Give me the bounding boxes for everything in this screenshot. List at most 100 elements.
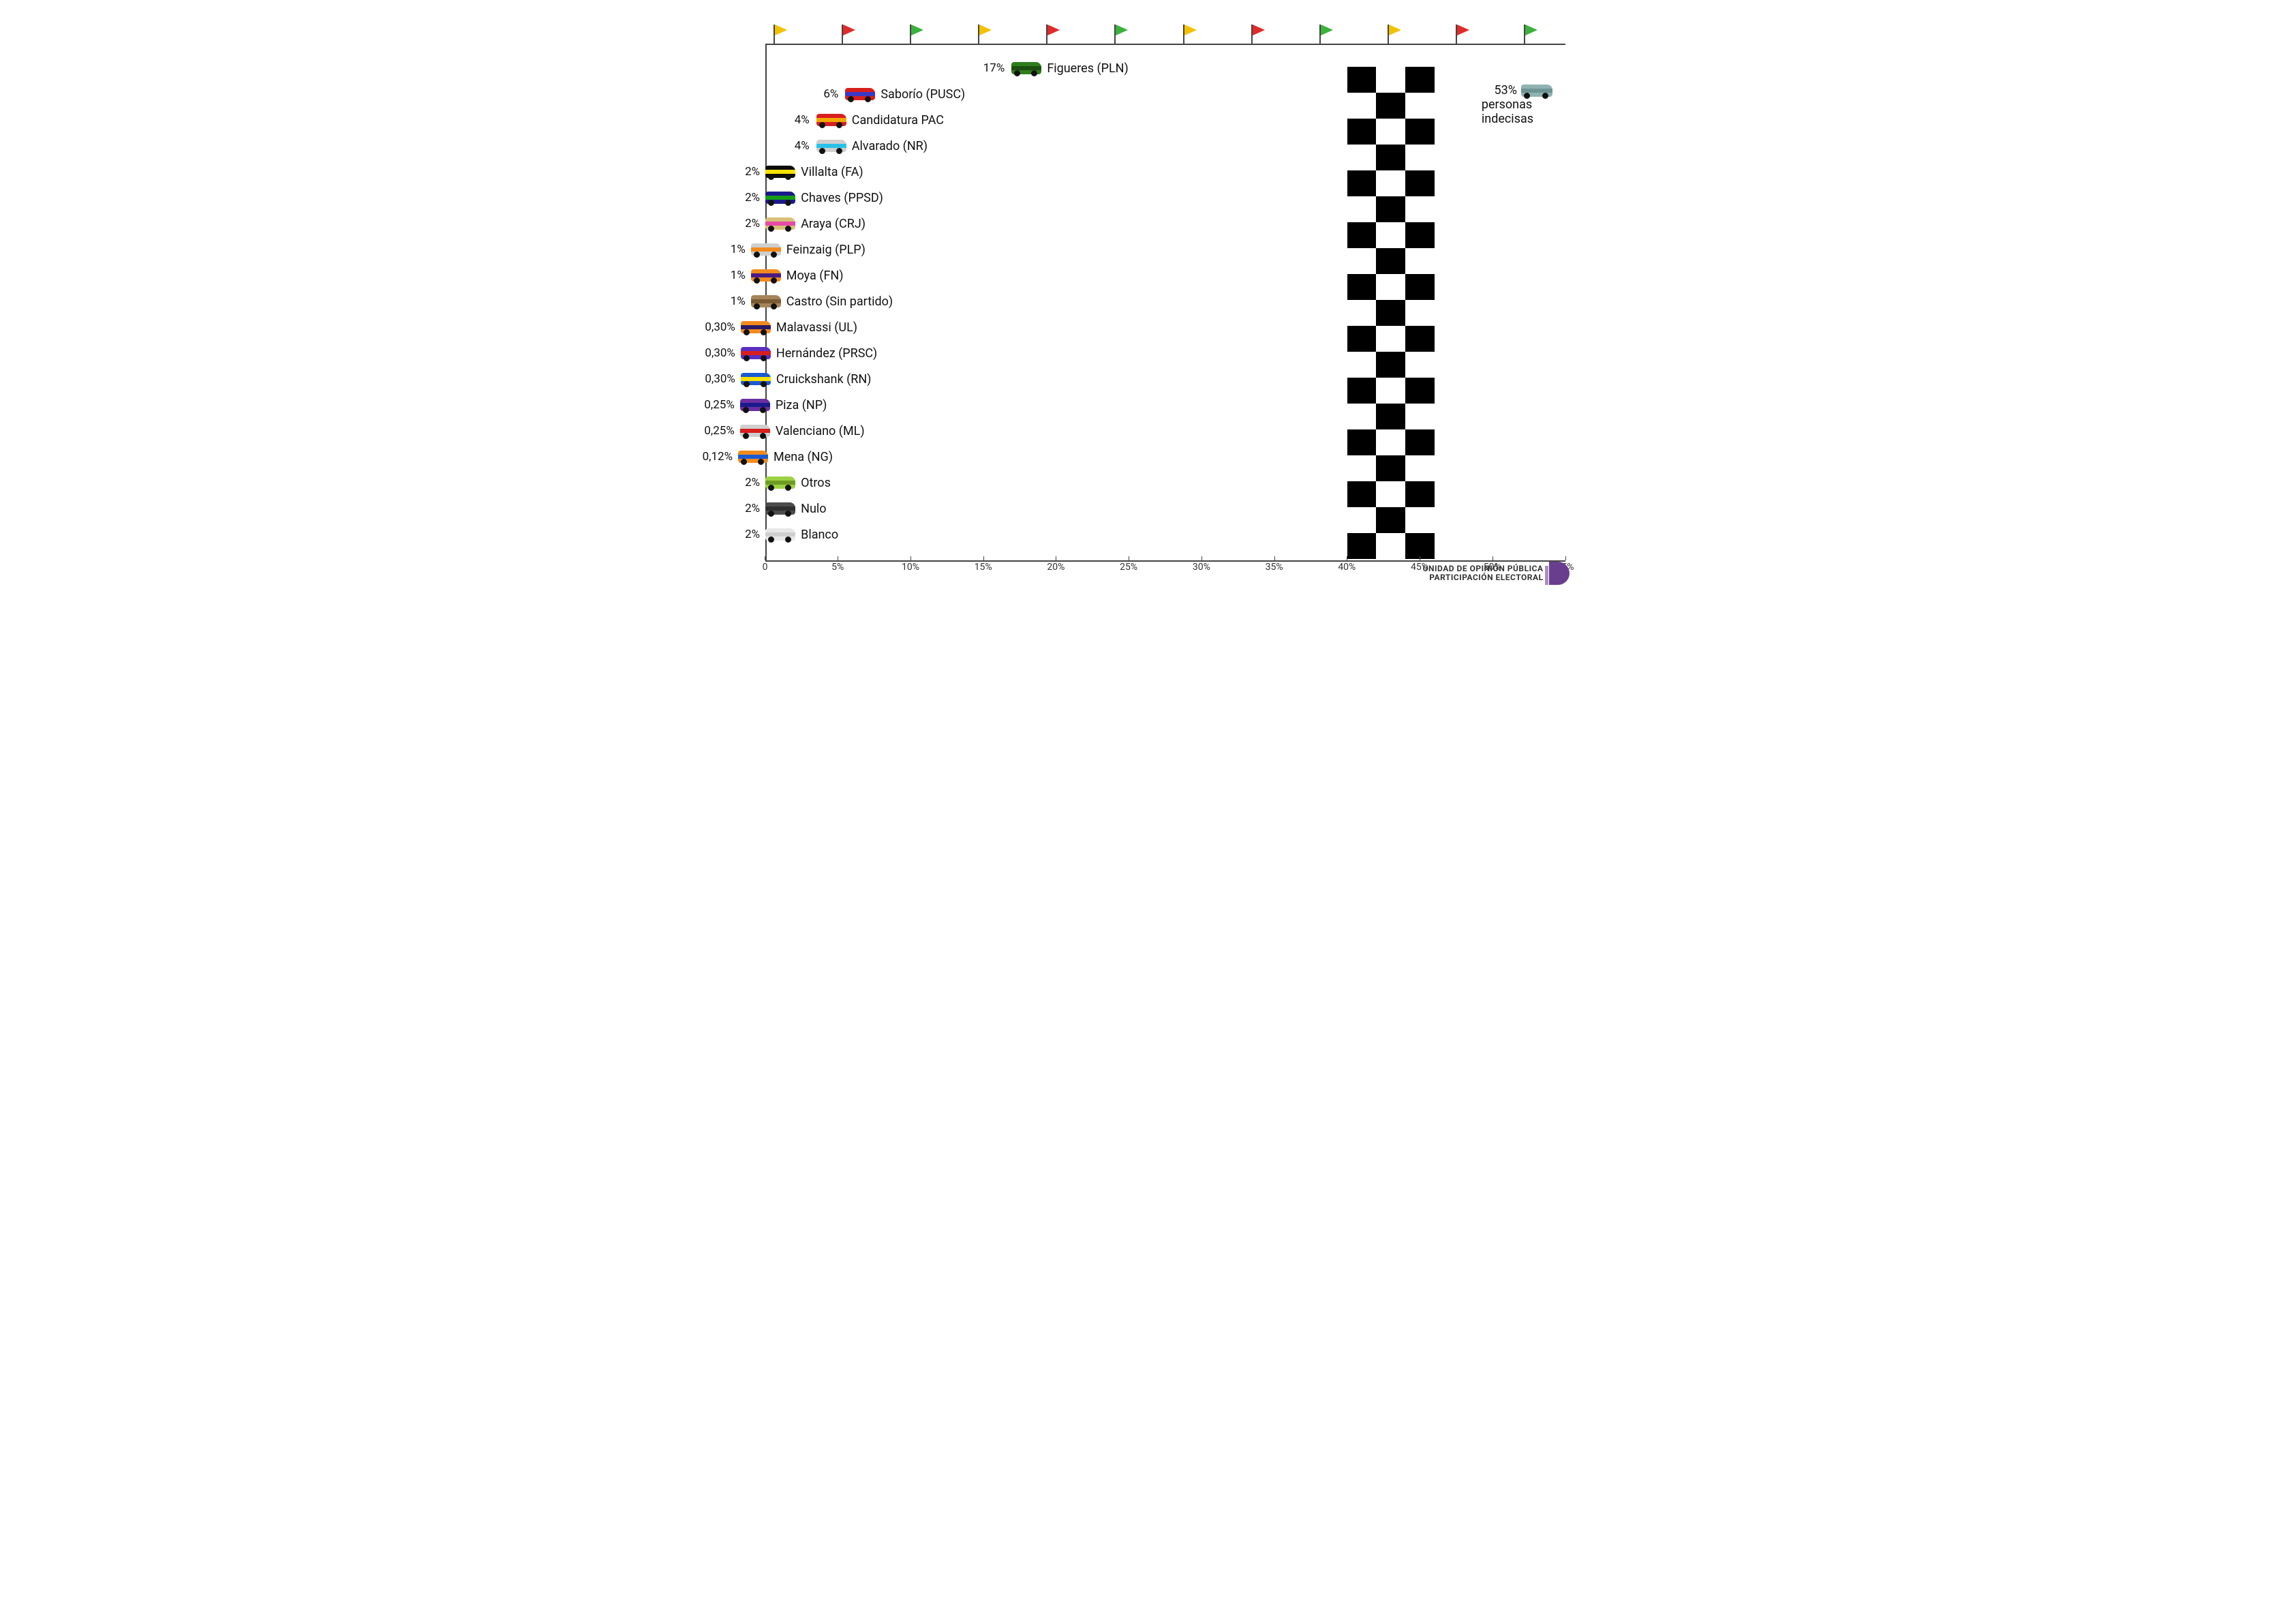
entry-pct: 1%: [731, 243, 746, 256]
entry-pct: 6%: [823, 87, 838, 101]
race-car-icon: [765, 166, 795, 178]
race-car-icon: [816, 140, 846, 152]
entry-row: 2%Nulo: [765, 498, 826, 519]
race-car-icon: [845, 88, 875, 100]
race-car-icon: [740, 399, 770, 411]
entry-pct: 1%: [731, 269, 746, 282]
entry-pct: 0,30%: [705, 320, 735, 334]
race-car-icon: [751, 269, 781, 282]
logo-line2: PARTICIPACIÓN ELECTORAL: [1423, 573, 1544, 582]
indecisos-group: 53% personas indecisas: [1482, 83, 1565, 126]
indecisos-car-icon: [1521, 85, 1552, 97]
entry-row: 0,25%Valenciano (ML): [740, 420, 865, 442]
entry-label: Valenciano (ML): [776, 424, 865, 438]
axis-tick: 0: [763, 562, 768, 573]
entry-label: Figueres (PLN): [1047, 61, 1128, 76]
race-car-icon: [765, 476, 795, 489]
entry-pct: 2%: [745, 191, 760, 205]
entry-label: Blanco: [801, 528, 838, 542]
entry-label: Chaves (PPSD): [801, 191, 883, 205]
entry-pct: 2%: [745, 476, 760, 489]
entry-label: Saborío (PUSC): [881, 87, 965, 102]
entry-pct: 2%: [745, 165, 760, 179]
axis-tick: 15%: [975, 562, 992, 573]
flag-icon: [1250, 25, 1265, 44]
entry-label: Malavassi (UL): [776, 320, 857, 335]
entry-row: 0,25%Piza (NP): [740, 394, 827, 416]
axis-tick: 10%: [902, 562, 919, 573]
race-car-icon: [751, 295, 781, 307]
race-car-icon: [765, 528, 795, 541]
entry-pct: 0,25%: [704, 398, 734, 412]
race-car-icon: [740, 425, 770, 437]
entry-label: Mena (NG): [774, 450, 833, 464]
flag-icon: [1454, 25, 1469, 44]
entry-pct: 0,25%: [704, 424, 734, 438]
footer-logo: UNIDAD DE OPINIÓN PÚBLICA PARTICIPACIÓN …: [1423, 562, 1570, 585]
race-car-icon: [816, 114, 846, 126]
finish-checkerboard: [1347, 67, 1435, 555]
entry-label: Villalta (FA): [801, 165, 863, 179]
entry-pct: 2%: [745, 217, 760, 230]
flag-icon: [908, 25, 923, 44]
entry-pct: 4%: [795, 139, 810, 153]
logo-text: UNIDAD DE OPINIÓN PÚBLICA PARTICIPACIÓN …: [1423, 564, 1544, 582]
entry-label: Alvarado (NR): [852, 139, 928, 153]
entry-row: 1%Castro (Sin partido): [751, 290, 893, 312]
entry-row: 0,30%Cruickshank (RN): [741, 368, 872, 390]
flag-icon: [1318, 25, 1333, 44]
race-car-icon: [765, 502, 795, 515]
race-car-icon: [741, 347, 771, 359]
axis-tick: 40%: [1338, 562, 1356, 573]
entry-pct: 0,30%: [705, 346, 735, 360]
entry-row: 2%Villalta (FA): [765, 161, 863, 183]
flag-icon: [1182, 25, 1197, 44]
axis-tick: 20%: [1047, 562, 1065, 573]
entry-row: 17% Figueres (PLN): [983, 57, 1129, 79]
entry-row: 0,30%Hernández (PRSC): [741, 342, 877, 364]
flag-icon: [772, 25, 787, 44]
axis-tick: 30%: [1193, 562, 1210, 573]
race-plot: 17% Figueres (PLN) 6% Saborío (PUSC) 4% Candi…: [765, 44, 1565, 562]
entry-pct: 17%: [983, 61, 1005, 75]
entry-label: Moya (FN): [786, 269, 844, 283]
entry-row: 0,30%Malavassi (UL): [741, 316, 857, 338]
entry-label: Candidatura PAC: [852, 113, 944, 127]
race-car-icon: [765, 217, 795, 230]
entry-row: 6% Saborío (PUSC): [823, 83, 965, 105]
entry-pct: 1%: [731, 294, 746, 308]
entry-label: Castro (Sin partido): [786, 294, 893, 309]
entry-pct: 2%: [745, 528, 760, 541]
entry-label: Feinzaig (PLP): [786, 243, 866, 257]
flag-icon: [840, 25, 855, 44]
entry-row: 0,12%Mena (NG): [738, 446, 833, 468]
flag-icon: [1522, 25, 1537, 44]
entry-row: 4% Alvarado (NR): [795, 135, 928, 157]
race-car-icon: [751, 243, 781, 256]
entry-row: 2%Otros: [765, 472, 831, 494]
entry-label: Piza (NP): [776, 398, 827, 412]
race-car-icon: [765, 192, 795, 204]
indecisos-pct: 53%: [1494, 83, 1516, 97]
entry-pct: 2%: [745, 502, 760, 515]
race-car-icon: [1011, 62, 1041, 74]
race-car-icon: [738, 451, 768, 463]
entry-pct: 0,30%: [705, 372, 735, 386]
entry-pct: 4%: [795, 113, 810, 127]
flag-icon: [977, 25, 992, 44]
race-car-icon: [741, 321, 771, 333]
entry-label: Hernández (PRSC): [776, 346, 877, 361]
entry-row: 1%Moya (FN): [751, 264, 844, 286]
entry-row: 1%Feinzaig (PLP): [751, 239, 866, 260]
entry-row: 2%Araya (CRJ): [765, 213, 866, 234]
entry-pct: 0,12%: [703, 450, 733, 464]
chart-container: 17% Figueres (PLN) 6% Saborío (PUSC) 4% Candi…: [712, 0, 1585, 586]
entry-label: Otros: [801, 476, 831, 490]
entry-row: 2%Chaves (PPSD): [765, 187, 883, 209]
indecisos-label: personas indecisas: [1482, 97, 1565, 126]
axis-tick: 5%: [831, 562, 844, 573]
axis-tick: 25%: [1120, 562, 1137, 573]
logo-mark-icon: [1549, 562, 1570, 585]
entry-label: Nulo: [801, 502, 826, 516]
axis-tick: 35%: [1266, 562, 1283, 573]
